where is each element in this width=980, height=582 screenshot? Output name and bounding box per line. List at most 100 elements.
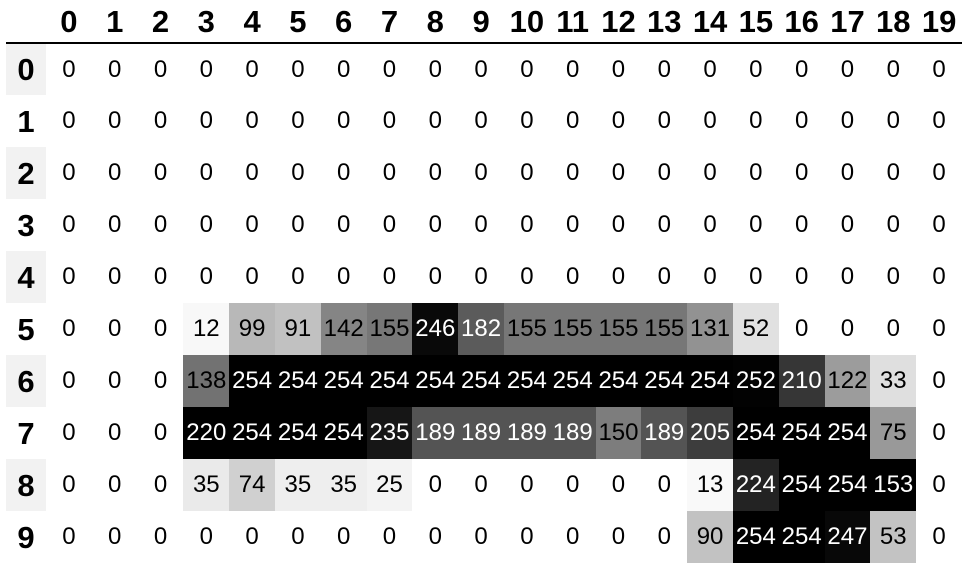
matrix-cell-1-19: 0: [916, 95, 962, 147]
matrix-cell-2-0: 0: [46, 147, 92, 199]
matrix-cell-5-1: 0: [91, 303, 138, 355]
matrix-cell-6-15: 252: [732, 355, 779, 407]
matrix-cell-1-12: 0: [595, 95, 642, 147]
matrix-cell-3-10: 0: [503, 199, 550, 251]
matrix-cell-0-15: 0: [732, 43, 779, 95]
matrix-cell-9-2: 0: [137, 511, 184, 563]
matrix-cell-1-14: 0: [687, 95, 733, 147]
matrix-cell-3-8: 0: [412, 199, 459, 251]
matrix-cell-7-6: 254: [320, 407, 367, 459]
column-header-11: 11: [549, 0, 596, 44]
matrix-cell-8-18: 153: [870, 459, 917, 511]
matrix-cell-0-16: 0: [778, 43, 825, 95]
matrix-cell-9-12: 0: [595, 511, 642, 563]
matrix-cell-4-5: 0: [274, 251, 321, 303]
matrix-cell-4-2: 0: [137, 251, 184, 303]
matrix-cell-6-1: 0: [91, 355, 138, 407]
matrix-cell-1-9: 0: [458, 95, 504, 147]
matrix-cell-4-11: 0: [549, 251, 596, 303]
row-header-0: 0: [6, 43, 46, 95]
matrix-cell-5-8: 246: [412, 303, 459, 355]
matrix-cell-8-9: 0: [458, 459, 504, 511]
column-header-10: 10: [503, 0, 550, 44]
matrix-cell-3-16: 0: [778, 199, 825, 251]
matrix-cell-2-14: 0: [687, 147, 733, 199]
matrix-cell-9-18: 53: [870, 511, 917, 563]
matrix-cell-1-3: 0: [183, 95, 230, 147]
matrix-cell-8-6: 35: [320, 459, 367, 511]
matrix-cell-9-19: 0: [916, 511, 962, 563]
matrix-cell-7-7: 235: [366, 407, 413, 459]
column-header-19: 19: [916, 0, 962, 44]
matrix-cell-3-15: 0: [732, 199, 779, 251]
matrix-cell-6-7: 254: [366, 355, 413, 407]
matrix-cell-3-7: 0: [366, 199, 413, 251]
matrix-cell-9-1: 0: [91, 511, 138, 563]
matrix-cell-7-0: 0: [46, 407, 92, 459]
matrix-cell-3-12: 0: [595, 199, 642, 251]
matrix-cell-1-6: 0: [320, 95, 367, 147]
row-header-7: 7: [17, 415, 35, 451]
matrix-cell-0-0: 0: [46, 43, 92, 95]
matrix-cell-5-16: 0: [778, 303, 825, 355]
matrix-cell-2-12: 0: [595, 147, 642, 199]
matrix-cell-7-1: 0: [91, 407, 138, 459]
matrix-cell-7-5: 254: [274, 407, 321, 459]
column-header-6: 6: [320, 0, 367, 44]
row-header-1: 1: [17, 103, 35, 139]
matrix-cell-6-16: 210: [778, 355, 825, 407]
matrix-cell-3-17: 0: [824, 199, 871, 251]
matrix-cell-4-13: 0: [641, 251, 688, 303]
column-header-section: 0 1 2 3 4 5 6 7 8 9 10 11 12 13 14 15 16 17 18 19: [6, 0, 962, 44]
matrix-cell-1-10: 0: [503, 95, 550, 147]
matrix-cell-5-5: 91: [274, 303, 321, 355]
matrix-cell-5-17: 0: [824, 303, 871, 355]
matrix-cell-2-1: 0: [91, 147, 138, 199]
matrix-cell-9-5: 0: [274, 511, 321, 563]
matrix-cell-4-8: 0: [412, 251, 459, 303]
matrix-cell-2-3: 0: [183, 147, 230, 199]
column-header-16: 16: [778, 0, 825, 44]
matrix-cell-9-9: 0: [458, 511, 504, 563]
matrix-cell-7-3: 220: [183, 407, 230, 459]
matrix-cell-5-7: 155: [366, 303, 413, 355]
column-header-18: 18: [870, 0, 917, 44]
matrix-cell-4-19: 0: [916, 251, 962, 303]
column-header-9: 9: [458, 0, 504, 44]
matrix-cell-1-7: 0: [366, 95, 413, 147]
matrix-cell-6-8: 254: [412, 355, 459, 407]
matrix-cell-8-17: 254: [824, 459, 871, 511]
matrix-cell-0-19: 0: [916, 43, 962, 95]
row-header-2: 2: [6, 147, 46, 199]
matrix-cell-5-2: 0: [137, 303, 184, 355]
column-header-8: 8: [412, 0, 459, 44]
matrix-cell-8-11: 0: [549, 459, 596, 511]
column-header-5: 5: [274, 0, 321, 44]
matrix-cell-9-13: 0: [641, 511, 688, 563]
matrix-cell-8-19: 0: [916, 459, 962, 511]
matrix-cell-1-18: 0: [870, 95, 917, 147]
matrix-cell-8-12: 0: [595, 459, 642, 511]
matrix-cell-8-13: 0: [641, 459, 688, 511]
matrix-cell-6-19: 0: [916, 355, 962, 407]
matrix-cell-9-6: 0: [320, 511, 367, 563]
matrix-cell-2-6: 0: [320, 147, 367, 199]
matrix-cell-0-9: 0: [458, 43, 504, 95]
matrix-cell-3-2: 0: [137, 199, 184, 251]
matrix-cell-2-11: 0: [549, 147, 596, 199]
matrix-cell-2-2: 0: [137, 147, 184, 199]
matrix-cell-7-11: 189: [549, 407, 596, 459]
matrix-cell-5-14: 131: [687, 303, 733, 355]
matrix-cell-6-2: 0: [137, 355, 184, 407]
matrix-cell-5-15: 52: [732, 303, 779, 355]
row-header-9: 9: [17, 519, 35, 555]
matrix-cell-3-14: 0: [687, 199, 733, 251]
matrix-cell-6-14: 254: [687, 355, 733, 407]
matrix-cell-1-15: 0: [732, 95, 779, 147]
matrix-cell-8-16: 254: [778, 459, 825, 511]
matrix-cell-2-16: 0: [778, 147, 825, 199]
matrix-cell-6-17: 122: [824, 355, 871, 407]
